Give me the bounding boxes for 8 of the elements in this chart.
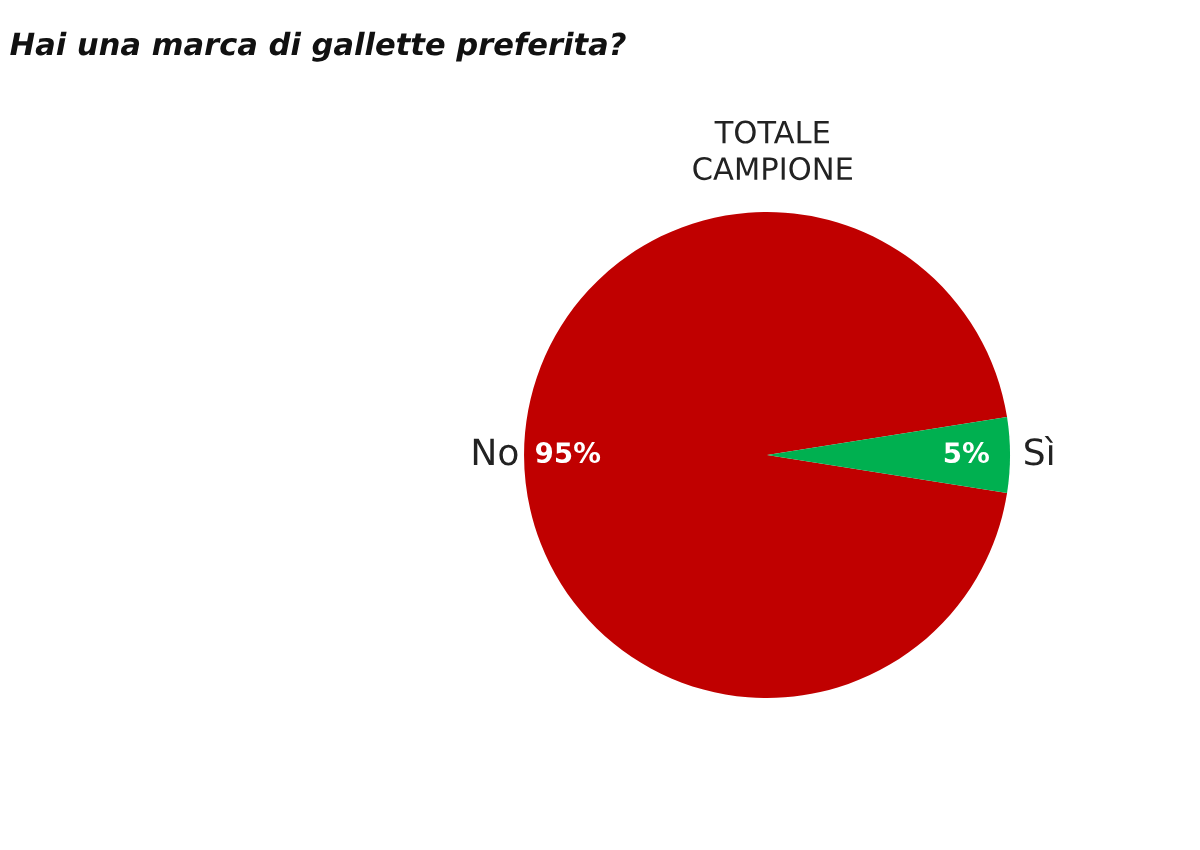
slice-label: No xyxy=(473,438,518,466)
chart-subtitle: TOTALE CAMPIONE xyxy=(693,120,852,181)
slice-label: Sì xyxy=(1025,436,1054,466)
pie-slice xyxy=(524,212,1008,698)
data-label: 5% xyxy=(944,442,989,464)
data-label: 95% xyxy=(535,442,601,464)
chart-title: Hai una marca di gallette preferita? xyxy=(10,31,626,62)
pie-slice xyxy=(767,416,1011,494)
